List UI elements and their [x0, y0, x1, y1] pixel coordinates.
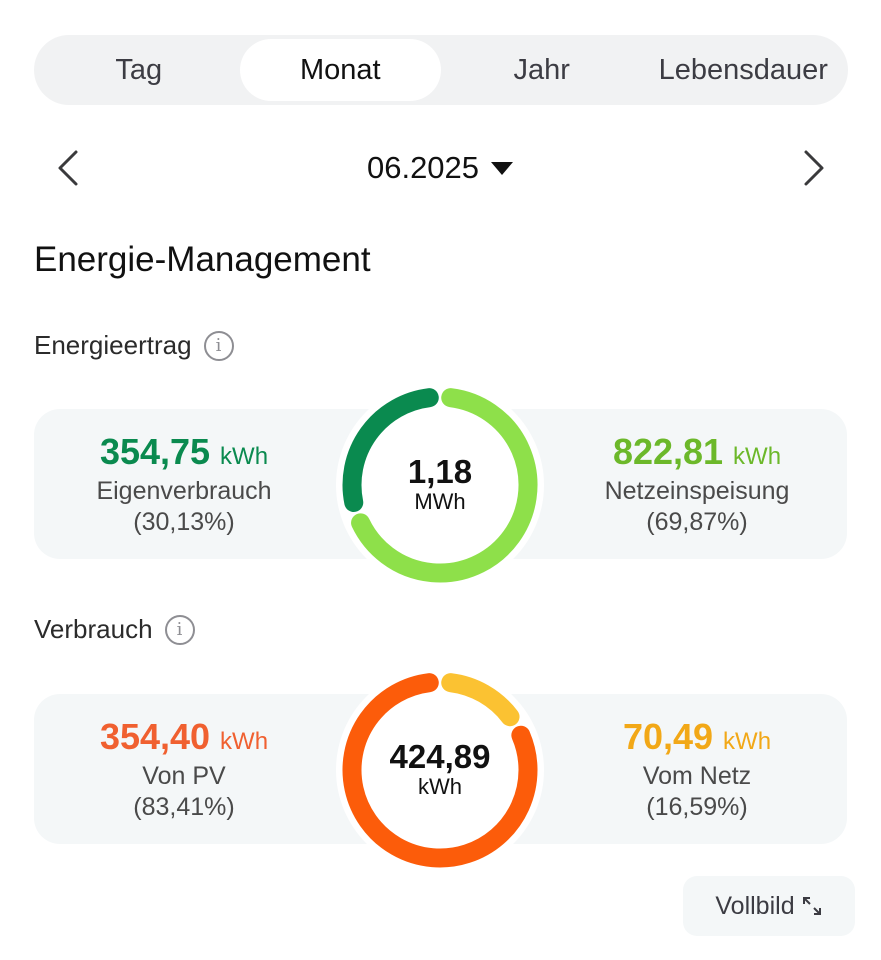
from-grid-label: Vom Netz — [642, 762, 752, 790]
yield-donut-chart — [336, 381, 544, 589]
grid-feed-label: Netzeinspeisung — [604, 477, 790, 505]
chevron-left-icon — [58, 150, 78, 186]
from-pv-label: Von PV — [142, 762, 226, 790]
from-grid-block: 70,49 kWh Vom Netz (16,59%) — [547, 694, 847, 844]
grid-feed-unit: kWh — [733, 443, 782, 470]
date-picker-dropdown[interactable]: 06.2025 — [340, 140, 540, 196]
yield-total: 1,18 MWh — [335, 380, 545, 590]
yield-ring-self-consumption — [342, 388, 439, 512]
from-pv-unit: kWh — [220, 728, 269, 755]
expand-icon — [802, 897, 821, 915]
info-icon[interactable]: i — [164, 614, 195, 645]
consumption-total-value: 424,89 — [389, 737, 491, 775]
from-pv-block: 354,40 kWh Von PV (83,41%) — [34, 694, 334, 844]
consumption-title: Verbrauch — [34, 614, 153, 644]
self-consumption-unit: kWh — [220, 443, 269, 470]
grid-feed-block: 822,81 kWh Netzeinspeisung (69,87%) — [547, 409, 847, 559]
tab-lifetime[interactable]: Lebensdauer — [658, 53, 828, 86]
from-pv-value: 354,40 — [99, 716, 211, 757]
consumption-ring-from-pv — [342, 673, 538, 868]
tab-day[interactable]: Tag — [115, 53, 163, 86]
chevron-right-icon — [804, 150, 824, 186]
info-icon[interactable]: i — [203, 330, 234, 361]
tab-year[interactable]: Jahr — [513, 53, 570, 86]
self-consumption-label: Eigenverbrauch — [96, 477, 272, 505]
consumption-donut-chart — [336, 666, 544, 874]
yield-donut: 1,18 MWh — [335, 380, 545, 590]
fullscreen-label: Vollbild — [715, 891, 795, 920]
selected-date: 06.2025 — [366, 150, 480, 185]
from-grid-unit: kWh — [723, 728, 772, 755]
consumption-total-unit: kWh — [418, 774, 462, 800]
self-consumption-value: 354,75 — [99, 431, 211, 472]
yield-heading: Energieertrag i — [34, 330, 234, 361]
from-pv-percent: (83,41%) — [133, 793, 235, 821]
yield-total-value: 1,18 — [407, 452, 473, 490]
yield-total-unit: MWh — [414, 489, 466, 515]
section-title: Energie-Management — [34, 240, 371, 279]
from-grid-value: 70,49 — [622, 716, 714, 757]
from-grid-percent: (16,59%) — [646, 793, 748, 821]
consumption-heading: Verbrauch i — [34, 614, 195, 645]
consumption-ring-from-grid — [441, 673, 520, 727]
next-period-button[interactable] — [786, 140, 842, 196]
yield-title: Energieertrag — [34, 330, 192, 360]
consumption-total: 424,89 kWh — [335, 665, 545, 875]
self-consumption-block: 354,75 kWh Eigenverbrauch (30,13%) — [34, 409, 334, 559]
fullscreen-button[interactable]: Vollbild — [683, 876, 855, 936]
date-navigation: 06.2025 — [0, 140, 881, 196]
yield-ring-grid-feed — [351, 388, 538, 583]
previous-period-button[interactable] — [40, 140, 96, 196]
grid-feed-percent: (69,87%) — [646, 508, 748, 536]
self-consumption-percent: (30,13%) — [133, 508, 235, 536]
caret-down-icon — [491, 161, 514, 175]
period-tabs: Tag Monat Jahr Lebensdauer — [34, 35, 848, 105]
grid-feed-value: 822,81 — [612, 431, 724, 472]
consumption-donut: 424,89 kWh — [335, 665, 545, 875]
tab-month[interactable]: Monat — [239, 39, 441, 101]
